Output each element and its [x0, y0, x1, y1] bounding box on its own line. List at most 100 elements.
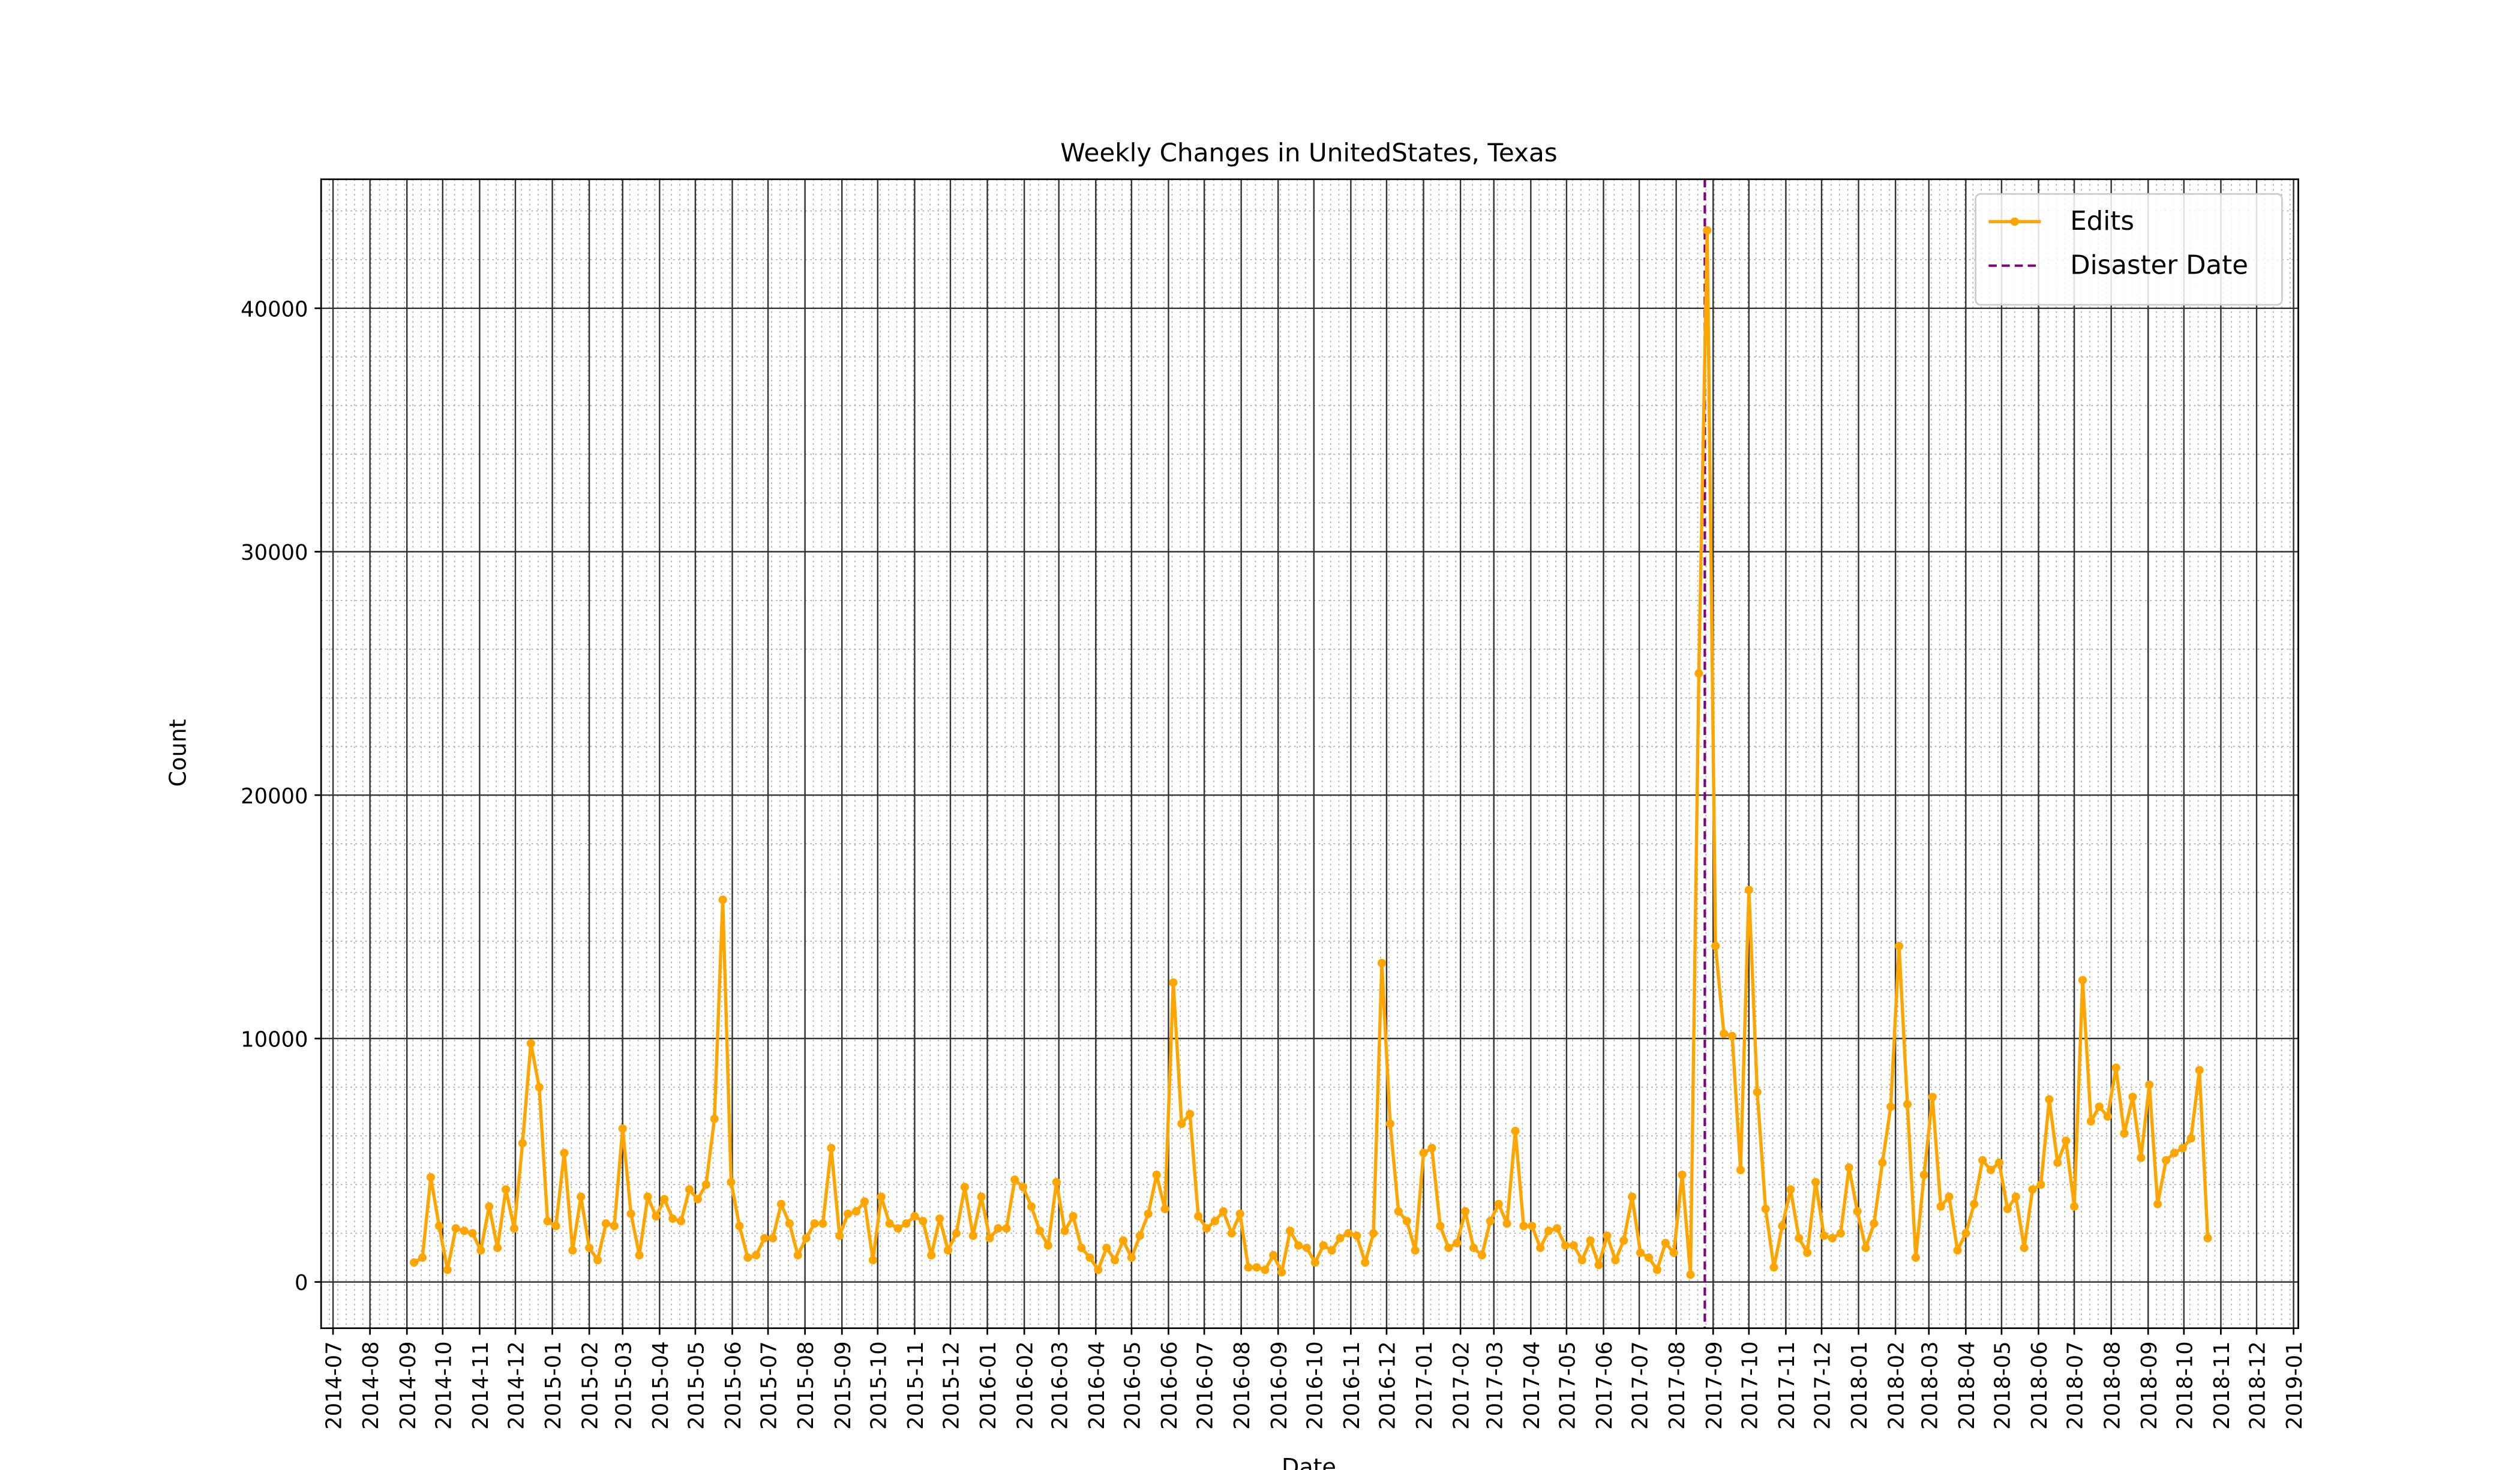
- data-point: [1286, 1226, 1295, 1235]
- x-tick-label: 2018-09: [2137, 1341, 2162, 1429]
- data-point: [1202, 1224, 1211, 1233]
- data-point: [1795, 1234, 1804, 1243]
- data-point: [1919, 1171, 1928, 1180]
- data-point: [2153, 1199, 2162, 1208]
- data-point: [485, 1202, 494, 1211]
- x-tick-label: 2016-02: [1013, 1341, 1038, 1429]
- data-point: [994, 1224, 1003, 1233]
- data-point: [509, 1224, 519, 1233]
- x-tick-label: 2018-04: [1955, 1341, 1979, 1429]
- x-tick-label: 2017-06: [1592, 1341, 1617, 1429]
- y-tick-label: 10000: [241, 1027, 308, 1052]
- data-point: [2120, 1129, 2129, 1138]
- data-point: [1035, 1226, 1045, 1235]
- data-point: [1661, 1238, 1670, 1247]
- data-point: [1961, 1229, 1970, 1238]
- x-axis-label: Date: [1282, 1454, 1336, 1470]
- data-point: [1870, 1219, 1879, 1228]
- data-point: [701, 1180, 710, 1189]
- data-point: [985, 1234, 994, 1243]
- data-point: [1310, 1258, 1319, 1267]
- data-point: [1744, 886, 1753, 895]
- data-point: [2111, 1063, 2120, 1072]
- data-point: [952, 1229, 961, 1238]
- data-point: [1603, 1231, 1612, 1240]
- data-point: [610, 1222, 619, 1231]
- data-point: [1528, 1222, 1537, 1231]
- data-point: [1978, 1156, 1987, 1165]
- data-point: [851, 1207, 861, 1216]
- data-point: [2095, 1102, 2104, 1111]
- data-point: [1844, 1163, 1853, 1172]
- data-point: [1878, 1158, 1887, 1167]
- data-point: [885, 1219, 894, 1228]
- data-point: [1377, 959, 1387, 968]
- data-point: [727, 1178, 736, 1187]
- data-point: [626, 1209, 635, 1219]
- x-tick-label: 2014-07: [322, 1341, 347, 1429]
- chart-title: Weekly Changes in UnitedStates, Texas: [1060, 138, 1557, 167]
- x-tick-label: 2018-11: [2210, 1341, 2234, 1429]
- data-point: [1152, 1171, 1161, 1180]
- data-point: [1502, 1219, 1511, 1228]
- data-point: [502, 1185, 511, 1194]
- x-tick-label: 2014-11: [469, 1341, 493, 1429]
- x-tick-label: 2015-06: [721, 1341, 746, 1429]
- data-point: [968, 1231, 977, 1240]
- data-point: [802, 1234, 811, 1243]
- data-point: [1803, 1248, 1812, 1257]
- data-point: [593, 1256, 602, 1265]
- x-tick-label: 2017-05: [1555, 1341, 1580, 1429]
- x-tick-label: 2019-01: [2282, 1341, 2307, 1429]
- x-tick-label: 2017-10: [1738, 1341, 1762, 1429]
- data-line: [413, 229, 2210, 1277]
- x-tick-label: 2017-09: [1702, 1341, 1727, 1429]
- x-tick-label: 2016-07: [1193, 1341, 1218, 1429]
- x-tick-label: 2015-01: [541, 1341, 566, 1429]
- y-tick-label: 30000: [241, 541, 308, 565]
- data-point: [1711, 941, 1720, 950]
- data-point: [434, 1222, 443, 1231]
- x-tick-label: 2017-08: [1665, 1341, 1690, 1429]
- data-point: [1269, 1250, 1278, 1260]
- x-tick-label: 2016-01: [976, 1341, 1001, 1429]
- x-tick-label: 2018-05: [1991, 1341, 2015, 1429]
- data-point: [1561, 1241, 1570, 1250]
- data-point: [1043, 1241, 1052, 1250]
- data-point: [868, 1256, 877, 1265]
- data-point: [418, 1253, 427, 1262]
- data-point: [1160, 1204, 1169, 1213]
- data-point: [1886, 1102, 1895, 1111]
- data-point: [476, 1246, 485, 1255]
- data-point: [1010, 1175, 1019, 1184]
- data-point: [535, 1082, 544, 1092]
- data-point: [1761, 1204, 1770, 1213]
- data-point: [618, 1124, 627, 1133]
- data-point: [1819, 1231, 1829, 1240]
- data-point: [1402, 1217, 1411, 1226]
- data-point: [426, 1173, 435, 1182]
- data-point: [1586, 1236, 1595, 1245]
- x-tick-label: 2018-02: [1885, 1341, 1909, 1429]
- data-point: [1244, 1263, 1253, 1272]
- x-tick-label: 2015-12: [940, 1341, 964, 1429]
- data-point: [1327, 1246, 1336, 1255]
- data-point: [451, 1224, 460, 1233]
- data-point: [2161, 1156, 2171, 1165]
- x-tick-label: 2016-04: [1085, 1341, 1109, 1429]
- x-tick-label: 2017-03: [1483, 1341, 1507, 1429]
- data-point: [518, 1139, 527, 1148]
- x-tick-label: 2015-03: [611, 1341, 636, 1429]
- data-point: [1970, 1199, 1979, 1208]
- data-point: [1461, 1207, 1470, 1216]
- data-point: [1436, 1222, 1445, 1231]
- data-point: [1052, 1178, 1061, 1187]
- data-point: [577, 1192, 586, 1201]
- x-tick-label: 2014-12: [505, 1341, 529, 1429]
- data-point: [585, 1243, 594, 1252]
- data-point: [1060, 1226, 1069, 1235]
- data-point: [460, 1226, 469, 1235]
- data-point: [635, 1250, 644, 1260]
- x-tick-label: 2017-04: [1520, 1341, 1544, 1429]
- data-point: [1569, 1241, 1578, 1250]
